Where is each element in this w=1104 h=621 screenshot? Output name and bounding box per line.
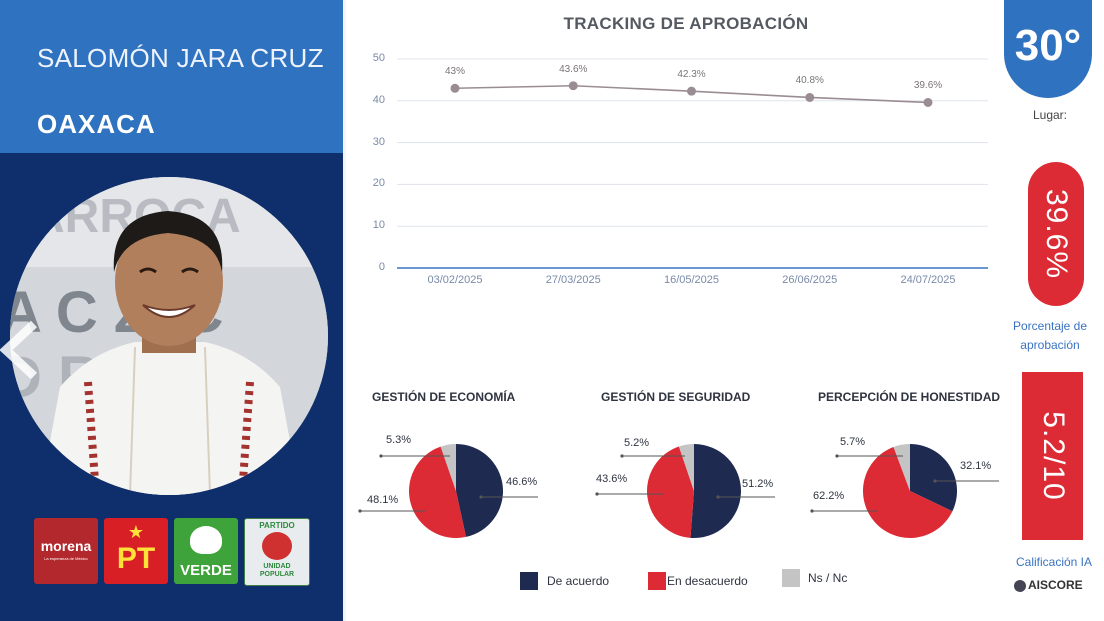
leader-dot <box>358 509 362 513</box>
legend-label: De acuerdo <box>547 574 610 588</box>
legend-label: Ns / Nc <box>808 571 848 585</box>
x-tick-label: 16/05/2025 <box>663 274 720 286</box>
toucan-icon <box>190 526 222 554</box>
x-tick-label: 26/06/2025 <box>782 274 838 286</box>
data-point <box>923 97 933 107</box>
data-point <box>687 86 696 96</box>
tracking-title: TRACKING DE APROBACIÓN <box>563 14 809 33</box>
panel-divider <box>343 0 346 621</box>
state-name: OAXACA <box>37 109 156 139</box>
pie-slice <box>409 446 466 538</box>
approval-label: Porcentaje de aprobación <box>1012 319 1088 352</box>
pie-slice <box>862 446 953 538</box>
leader-dot <box>595 492 599 496</box>
pie-slice <box>456 444 503 537</box>
profile-header: SALOMÓN JARA CRUZ OAXACA <box>0 0 343 153</box>
pie-slice <box>440 443 456 491</box>
legend-label: En desacuerdo <box>667 574 748 588</box>
legend-swatch <box>520 572 538 590</box>
pie-slice-label: 32.1% <box>960 460 992 472</box>
leader-dot <box>810 509 814 513</box>
pie-slice <box>646 446 694 538</box>
pie-slice-label: 5.3% <box>386 434 412 446</box>
leader-dot <box>620 454 624 458</box>
profile-panel: SALOMÓN JARA CRUZ OAXACA ARROCA A C Z, C… <box>0 0 343 621</box>
pie-title: PERCEPCIÓN DE HONESTIDAD <box>818 390 1001 404</box>
approval-series-line <box>454 84 929 104</box>
pie-title: GESTIÓN DE SEGURIDAD <box>601 390 751 404</box>
pie-slice-label: 46.6% <box>506 476 538 488</box>
legend-swatch <box>648 572 666 590</box>
approval-badge: 39.6% <box>1028 162 1084 306</box>
brand-logo-icon <box>1014 579 1026 592</box>
y-tick-label: 40 <box>372 93 385 106</box>
y-tick-label: 0 <box>378 261 385 273</box>
pie-slice <box>678 443 694 491</box>
leader-dot <box>933 479 937 483</box>
legend-swatch <box>782 569 800 587</box>
rank-badge: 30° <box>1004 0 1092 98</box>
aiscore-brand: AISCORE <box>1014 578 1083 592</box>
x-tick-label: 27/03/2025 <box>545 274 601 286</box>
y-tick-label: 20 <box>372 177 385 190</box>
leader-dot <box>479 495 483 499</box>
ai-score-label: Calificación IA <box>1015 555 1093 569</box>
data-point <box>450 83 460 93</box>
ai-score-value: 5.2/10 <box>1036 411 1070 501</box>
pie-title: GESTIÓN DE ECONOMÍA <box>372 390 516 404</box>
data-label: 43% <box>444 66 465 78</box>
leader-dot <box>379 454 383 458</box>
ai-score-badge: 5.2/10 <box>1022 372 1083 540</box>
approval-value: 39.6% <box>1040 188 1073 280</box>
chevron-left-icon[interactable] <box>0 320 40 380</box>
pie-slice-label: 5.2% <box>624 437 650 449</box>
emblem-icon <box>262 532 292 560</box>
pt-logo: ★ PT <box>104 518 168 584</box>
leader-dot <box>835 454 839 458</box>
x-tick-label: 24/07/2025 <box>900 274 956 286</box>
morena-logo: morena La esperanza de México <box>34 518 98 584</box>
y-tick-label: 30 <box>372 135 385 148</box>
unidad-popular-logo: PARTIDO UNIDAD POPULAR <box>244 518 310 586</box>
data-point <box>805 92 815 102</box>
politician-photo: ARROCA A C Z, C D RE <box>10 177 328 495</box>
data-label: 42.3% <box>677 69 706 81</box>
star-icon: ★ <box>127 522 145 542</box>
rank-label: Lugar: <box>1032 108 1068 122</box>
portrait-illustration: ARROCA A C Z, C D RE <box>10 177 328 495</box>
verde-logo: VERDE <box>174 518 238 584</box>
pie-slice-label: 5.7% <box>840 436 866 448</box>
data-point <box>568 81 578 91</box>
data-label: 39.6% <box>913 80 943 92</box>
y-tick-label: 50 <box>372 52 385 64</box>
politician-name: SALOMÓN JARA CRUZ <box>37 43 324 73</box>
pie-slice-label: 51.2% <box>742 478 774 490</box>
x-tick-label: 03/02/2025 <box>427 274 483 286</box>
pie-slice-label: 43.6% <box>596 473 628 485</box>
leader-dot <box>716 495 720 499</box>
data-label: 43.6% <box>559 63 588 75</box>
pie-slice-label: 62.2% <box>813 490 845 502</box>
pie-slice <box>910 444 957 512</box>
pie-slice <box>690 443 741 538</box>
chevron-right-icon[interactable] <box>1064 320 1104 380</box>
pie-slice <box>893 443 910 491</box>
data-label: 40.8% <box>795 75 824 87</box>
pie-slice-label: 48.1% <box>367 494 399 506</box>
y-tick-label: 10 <box>372 219 385 232</box>
